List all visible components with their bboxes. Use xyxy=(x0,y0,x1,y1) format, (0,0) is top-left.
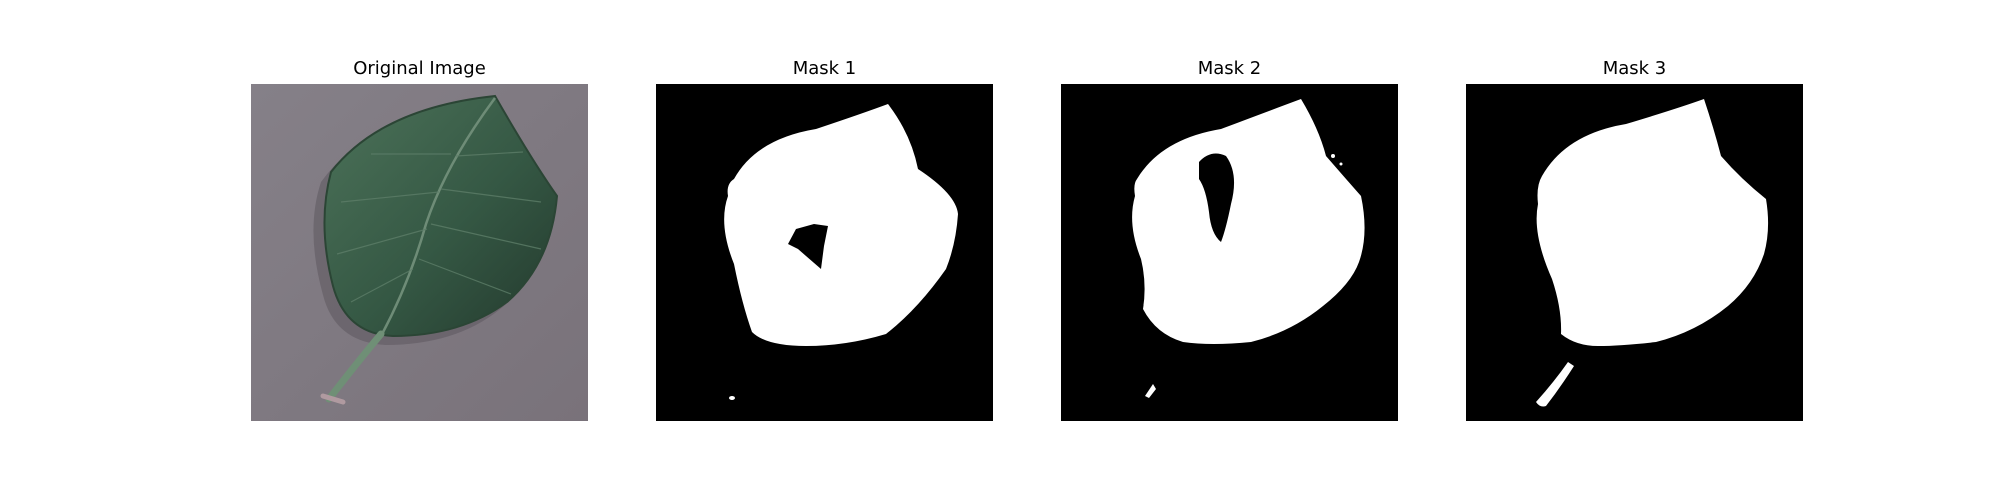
panel-title-mask-2: Mask 2 xyxy=(1197,58,1262,79)
mask-3-region xyxy=(1536,99,1769,346)
mask-2 xyxy=(1061,84,1398,421)
panel-title-original: Original Image xyxy=(353,58,486,79)
mask-2-noise-2 xyxy=(1339,162,1343,166)
leaf-photo xyxy=(251,84,588,421)
mask-1-speck xyxy=(729,396,735,400)
leaf xyxy=(323,94,559,338)
mask-2-region xyxy=(1132,99,1365,344)
leaf-stem-tip xyxy=(320,393,346,405)
mask-3-image xyxy=(1466,84,1803,421)
panel-title-mask-1: Mask 1 xyxy=(792,58,857,79)
mask-1-region xyxy=(724,104,958,346)
mask-3 xyxy=(1466,84,1803,421)
leaf-veins xyxy=(336,151,542,303)
mask-1 xyxy=(656,84,993,421)
mask-2-image xyxy=(1061,84,1398,421)
original-image xyxy=(251,84,588,421)
mask-3-stem xyxy=(1536,362,1574,407)
leaf-stem xyxy=(325,330,385,403)
mask-2-speck xyxy=(1145,384,1156,398)
mask-1-image xyxy=(656,84,993,421)
panel-title-mask-3: Mask 3 xyxy=(1602,58,1667,79)
mask-2-noise-1 xyxy=(1331,154,1335,158)
leaf-midrib xyxy=(379,97,497,337)
